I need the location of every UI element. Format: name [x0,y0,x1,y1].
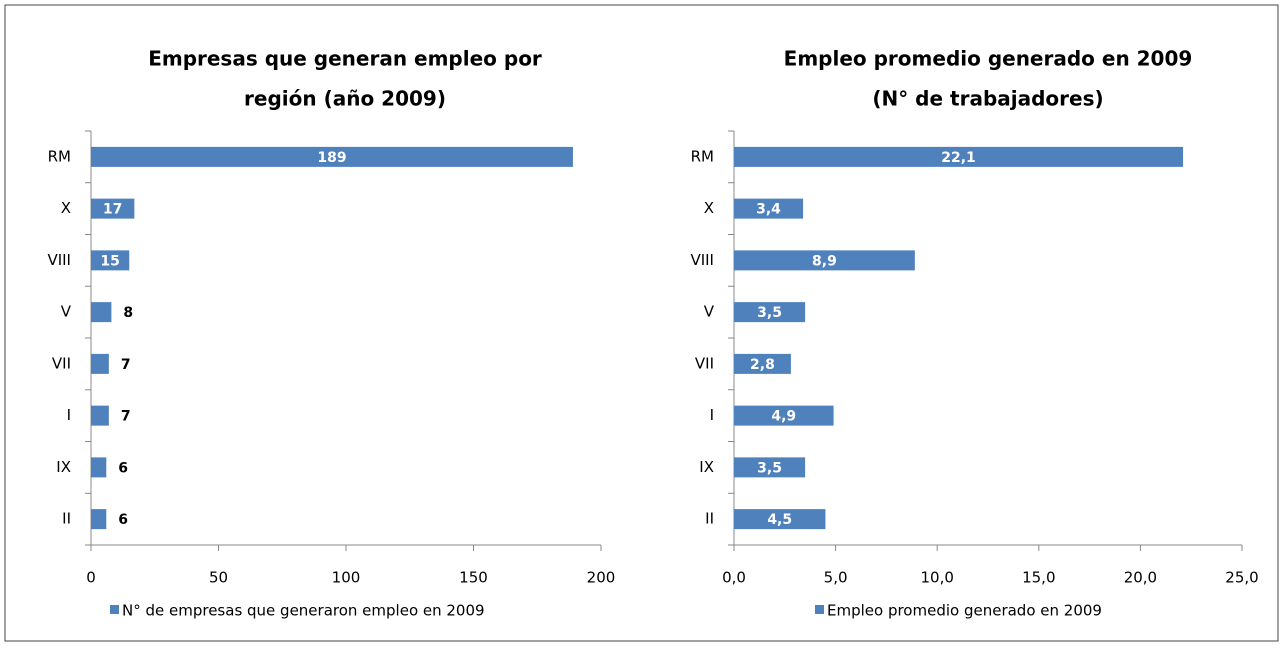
x-tick-label: 0 [86,569,96,587]
bar [734,198,804,219]
x-tick-label: 200 [587,569,616,587]
bar [91,457,107,478]
chart-title: Empresas que generan empleo por [148,47,542,71]
bar [91,302,112,323]
legend-label: Empleo promedio generado en 2009 [827,602,1102,620]
y-tick-label: VII [52,354,71,372]
y-tick-label: IX [699,458,714,476]
bar [734,250,915,271]
x-tick-label: 50 [209,569,228,587]
legend-swatch [110,605,119,614]
bar [91,250,130,271]
y-tick-label: I [710,406,714,424]
bar [734,353,791,374]
y-tick-label: V [61,303,72,321]
y-tick-label: II [705,510,714,528]
bar [734,146,1184,167]
bar [734,405,834,426]
value-label: 2,8 [750,357,775,373]
value-label: 8,9 [812,253,837,269]
frame [4,4,1279,642]
y-tick-label: X [61,199,71,217]
y-tick-label: I [67,406,71,424]
value-label: 7 [121,357,131,373]
value-label: 3,5 [757,460,782,476]
value-label: 4,5 [767,512,792,528]
bar [734,457,806,478]
bar [734,509,826,530]
y-tick-label: V [704,303,715,321]
chart-title: Empleo promedio generado en 2009 [784,47,1193,71]
value-label: 17 [103,202,122,218]
value-label: 22,1 [941,150,976,166]
bar [91,405,109,426]
x-tick-label: 10,0 [920,569,953,587]
x-tick-label: 25,0 [1225,569,1258,587]
y-tick-label: VIII [47,251,71,269]
y-tick-label: IX [56,458,71,476]
y-tick-label: RM [691,147,714,165]
legend-label: N° de empresas que generaron empleo en 2… [122,602,485,620]
x-tick-label: 20,0 [1124,569,1157,587]
x-tick-label: 0,0 [722,569,746,587]
legend-swatch [815,605,824,614]
y-tick-label: VIII [690,251,714,269]
x-tick-label: 15,0 [1022,569,1055,587]
x-tick-label: 5,0 [824,569,848,587]
value-label: 189 [317,150,346,166]
value-label: 7 [121,409,131,425]
value-label: 4,9 [771,409,796,425]
bar [91,198,135,219]
chart-title: región (año 2009) [244,87,446,111]
x-tick-label: 150 [459,569,488,587]
value-label: 3,5 [757,305,782,321]
bar [91,509,107,530]
value-label: 8 [123,305,133,321]
bar [734,302,806,323]
bar [91,146,573,167]
y-tick-label: II [62,510,71,528]
value-label: 3,4 [756,202,781,218]
value-label: 6 [118,512,128,528]
y-tick-label: RM [48,147,71,165]
chart-title: (N° de trabajadores) [872,87,1103,111]
value-label: 15 [100,253,119,269]
x-tick-label: 100 [332,569,361,587]
value-label: 6 [118,460,128,476]
y-tick-label: VII [695,354,714,372]
bar [91,353,109,374]
y-tick-label: X [704,199,714,217]
